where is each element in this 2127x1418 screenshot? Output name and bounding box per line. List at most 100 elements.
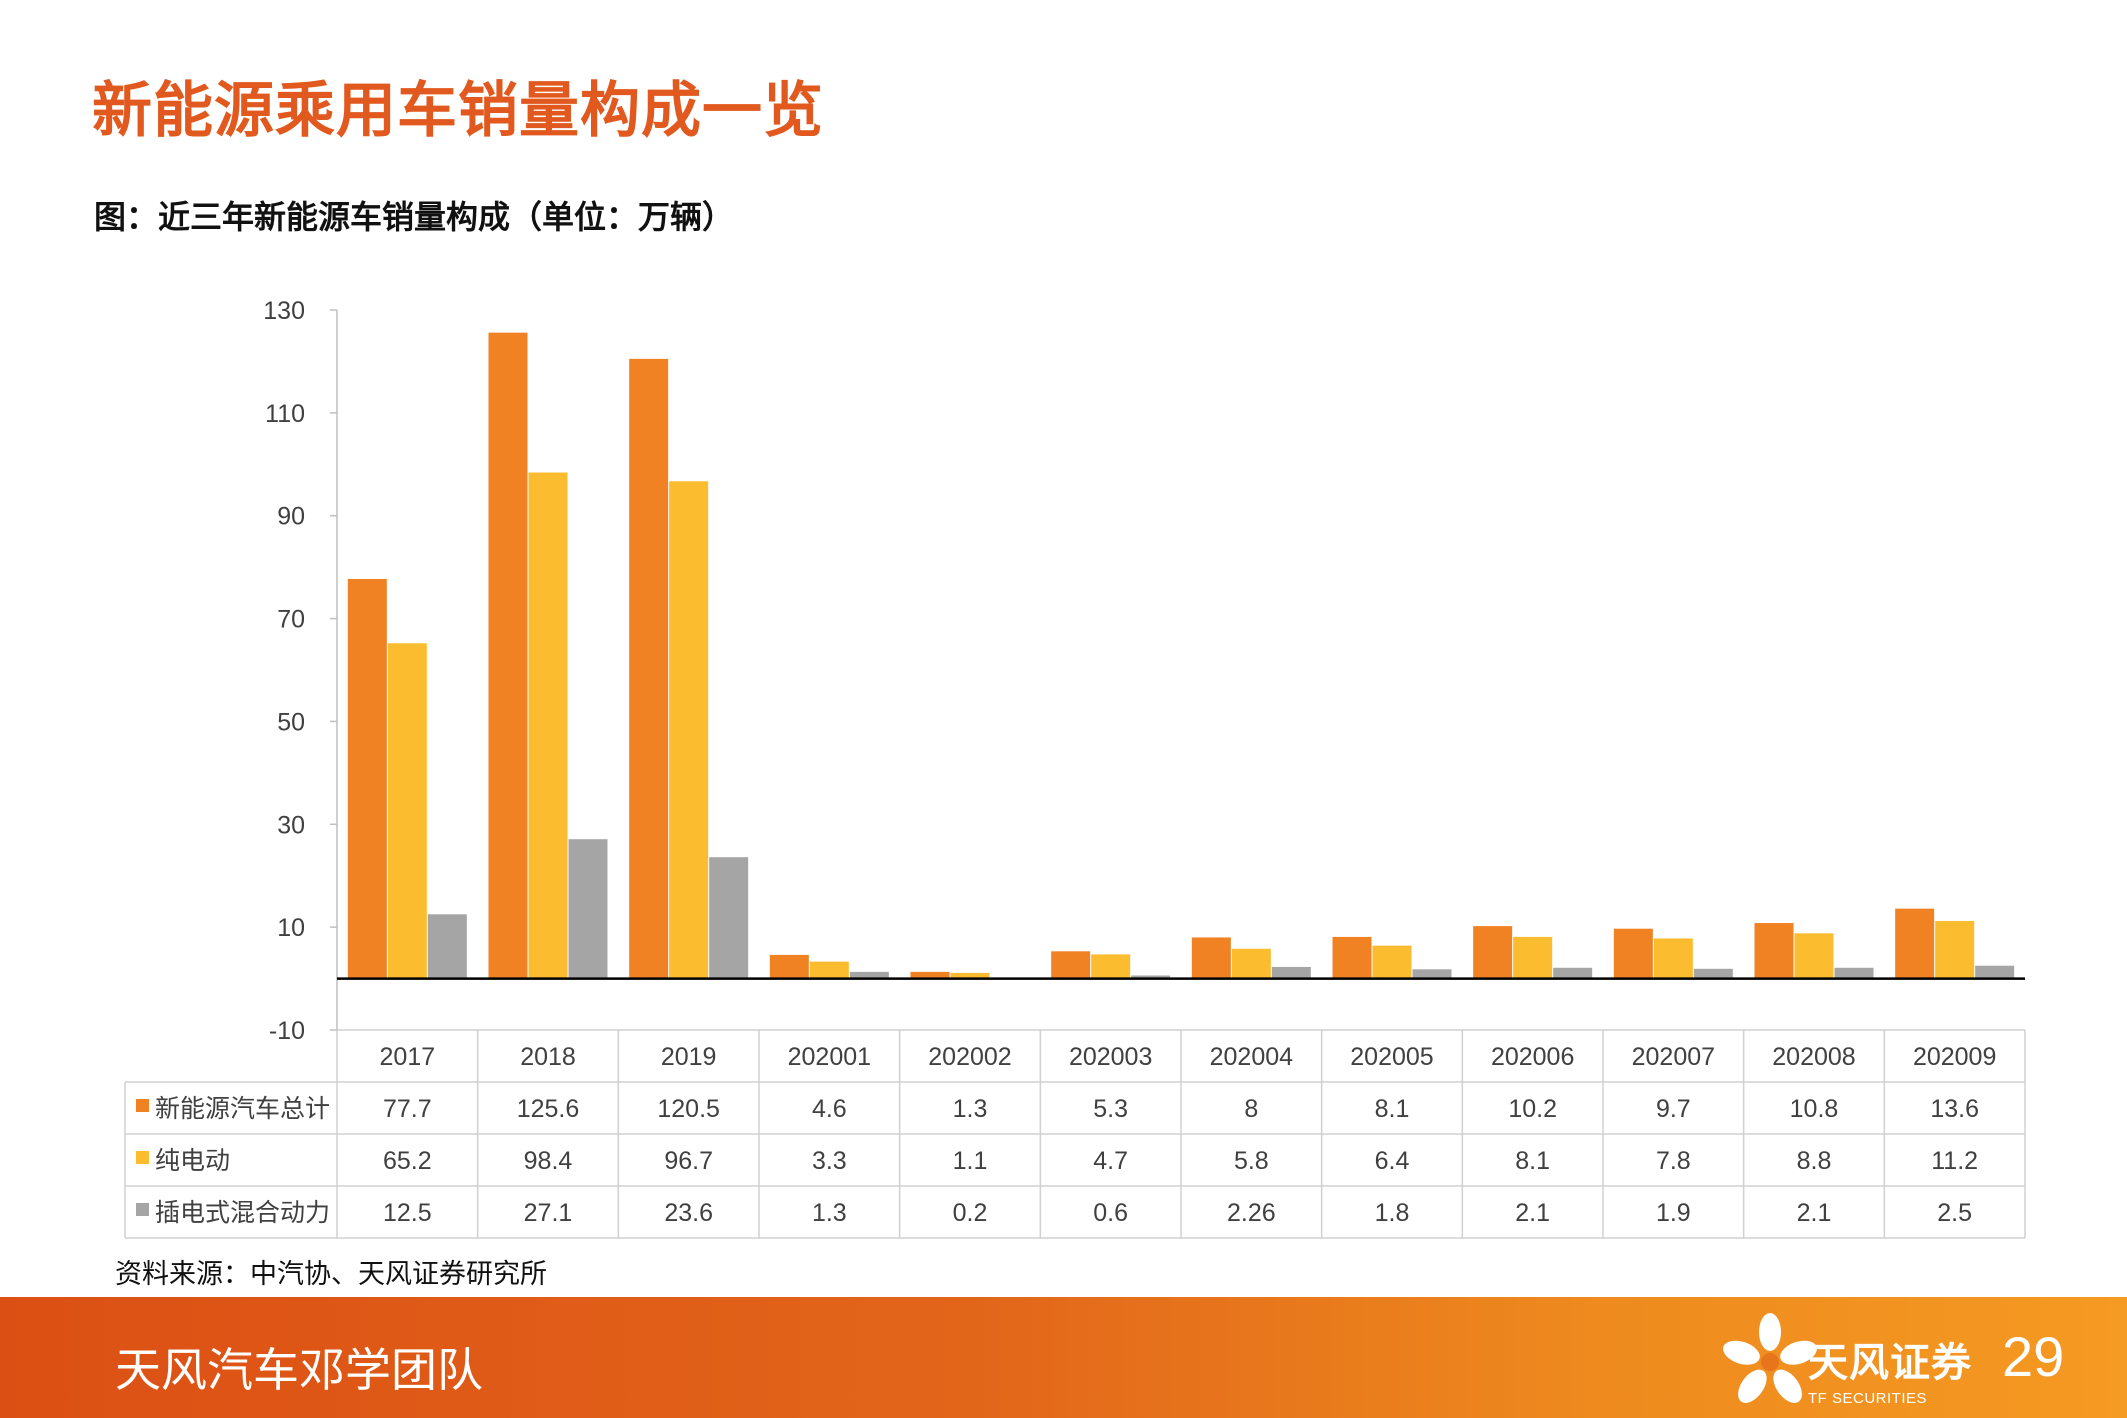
data-label: 1.1 — [953, 1147, 988, 1175]
bar-0-202003 — [1051, 951, 1091, 979]
data-label: 2.26 — [1227, 1199, 1276, 1227]
data-label: 96.7 — [664, 1147, 713, 1175]
data-label: 3.3 — [812, 1147, 847, 1175]
data-label: 8 — [1244, 1095, 1258, 1123]
data-label: 13.6 — [1930, 1095, 1979, 1123]
data-label: 0.6 — [1093, 1199, 1128, 1227]
data-label: 98.4 — [524, 1147, 573, 1175]
bar-2-2018 — [568, 839, 608, 979]
bar-0-202002 — [910, 971, 950, 979]
data-label: 2.1 — [1797, 1199, 1832, 1227]
brand-english: TF SECURITIES — [1808, 1390, 1928, 1407]
bar-1-202006 — [1513, 936, 1553, 979]
bar-1-202005 — [1372, 945, 1412, 979]
bar-0-2019 — [629, 358, 669, 979]
bar-0-202005 — [1332, 936, 1372, 979]
bar-2-202005 — [1412, 969, 1452, 979]
category-label: 2019 — [661, 1043, 717, 1071]
data-label: 1.8 — [1375, 1199, 1410, 1227]
bar-2-202003 — [1131, 975, 1171, 979]
bar-1-2019 — [669, 481, 709, 979]
data-label: 77.7 — [383, 1095, 432, 1123]
data-label: 2.5 — [1937, 1199, 1972, 1227]
bar-0-2017 — [347, 578, 387, 979]
legend-label-2: 插电式混合动力 — [155, 1198, 330, 1227]
data-label: 6.4 — [1375, 1147, 1410, 1175]
page-title: 新能源乘用车销量构成一览 — [92, 76, 824, 146]
bar-0-202006 — [1473, 926, 1513, 979]
data-label: 1.3 — [812, 1199, 847, 1227]
bar-2-202008 — [1834, 967, 1874, 979]
y-tick-label: 110 — [265, 400, 305, 428]
data-label: 65.2 — [383, 1147, 432, 1175]
bar-2-202009 — [1975, 965, 2015, 979]
y-tick-label: 30 — [277, 811, 305, 839]
bar-1-2017 — [387, 643, 427, 979]
category-label: 202007 — [1632, 1043, 1715, 1071]
data-label: 2.1 — [1515, 1199, 1550, 1227]
category-label: 202008 — [1772, 1043, 1855, 1071]
bar-2-2017 — [427, 914, 467, 979]
bar-1-2018 — [528, 472, 568, 979]
bar-0-2018 — [488, 332, 528, 979]
source-note: 资料来源：中汽协、天风证券研究所 — [115, 1259, 547, 1290]
data-label: 120.5 — [657, 1095, 720, 1123]
data-label: 10.8 — [1790, 1095, 1839, 1123]
y-tick-label: 10 — [277, 914, 305, 942]
data-label: 11.2 — [1931, 1147, 1978, 1175]
data-label: 4.7 — [1093, 1147, 1128, 1175]
bar-0-202007 — [1613, 928, 1653, 979]
legend-label-0: 新能源汽车总计 — [155, 1094, 330, 1123]
bar-0-202009 — [1895, 908, 1935, 979]
legend-swatch-0 — [136, 1099, 149, 1112]
bar-0-202001 — [769, 954, 809, 979]
data-label: 7.8 — [1656, 1147, 1691, 1175]
bar-0-202004 — [1191, 937, 1231, 979]
category-label: 202009 — [1913, 1043, 1996, 1071]
bar-1-202004 — [1231, 948, 1271, 979]
data-label: 27.1 — [524, 1199, 573, 1227]
category-label: 202003 — [1069, 1043, 1152, 1071]
data-label: 1.9 — [1656, 1199, 1691, 1227]
bar-1-202009 — [1935, 920, 1975, 979]
data-label: 8.1 — [1515, 1147, 1550, 1175]
legend-swatch-1 — [136, 1151, 149, 1164]
bar-2-2019 — [709, 857, 749, 979]
tf-flower-logo-icon — [1723, 1313, 1817, 1403]
y-tick-label: 50 — [277, 708, 305, 736]
bar-0-202008 — [1754, 923, 1794, 979]
legend-swatch-2 — [136, 1203, 149, 1216]
bar-1-202008 — [1794, 933, 1834, 979]
bar-2-202004 — [1271, 966, 1311, 979]
y-tick-label: 70 — [277, 606, 305, 634]
category-label: 2018 — [520, 1043, 576, 1071]
bar-2-202007 — [1693, 968, 1733, 979]
bar-1-202002 — [950, 972, 990, 979]
sales-composition-chart: 130 110 90 70 50 30 10 -10 2017 2018 2019 202001 202… — [124, 297, 2026, 1239]
data-label: 10.2 — [1508, 1095, 1557, 1123]
legend-label-1: 纯电动 — [155, 1146, 230, 1175]
page-number: 29 — [2002, 1325, 2065, 1388]
data-label: 5.3 — [1093, 1095, 1128, 1123]
y-tick-label: -10 — [269, 1017, 305, 1045]
category-label: 202005 — [1350, 1043, 1433, 1071]
category-label: 202002 — [928, 1043, 1011, 1071]
chart-caption: 图：近三年新能源车销量构成（单位：万辆） — [94, 198, 735, 236]
brand-name: 天风证券 — [1808, 1340, 1972, 1386]
bar-2-202001 — [849, 971, 889, 979]
data-label: 9.7 — [1656, 1095, 1691, 1123]
category-label: 2017 — [380, 1043, 436, 1071]
category-label: 202004 — [1210, 1043, 1294, 1071]
y-tick-label: 90 — [277, 503, 305, 531]
category-label: 202001 — [788, 1043, 871, 1071]
bar-1-202007 — [1653, 938, 1693, 979]
data-label: 23.6 — [664, 1199, 713, 1227]
data-label: 5.8 — [1234, 1147, 1269, 1175]
data-label: 1.3 — [953, 1095, 988, 1123]
data-label: 8.1 — [1375, 1095, 1410, 1123]
category-label: 202006 — [1491, 1043, 1574, 1071]
bar-1-202003 — [1091, 954, 1131, 979]
y-tick-label: 130 — [263, 297, 305, 325]
data-label: 125.6 — [517, 1095, 580, 1123]
data-label: 12.5 — [383, 1199, 432, 1227]
